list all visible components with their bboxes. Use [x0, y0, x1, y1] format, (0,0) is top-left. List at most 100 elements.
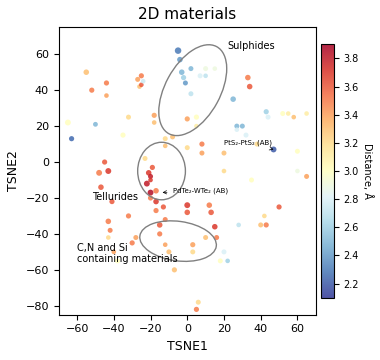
- Point: [206, 202, 212, 208]
- Point: [103, 80, 109, 86]
- Point: [83, 69, 89, 75]
- Point: [184, 116, 190, 122]
- Point: [135, 77, 141, 82]
- Point: [153, 199, 159, 204]
- Point: [304, 111, 310, 116]
- Point: [125, 114, 131, 120]
- Point: [254, 141, 260, 147]
- Point: [162, 136, 168, 141]
- Point: [162, 143, 168, 149]
- Point: [212, 66, 218, 72]
- Point: [179, 69, 185, 75]
- Title: 2D materials: 2D materials: [138, 7, 236, 22]
- Point: [217, 258, 223, 264]
- Point: [294, 168, 301, 174]
- Point: [263, 222, 269, 228]
- Point: [169, 134, 176, 140]
- Point: [147, 195, 154, 201]
- Point: [225, 258, 231, 264]
- Point: [129, 240, 135, 246]
- Point: [98, 184, 104, 190]
- Text: C,N and Si
containing materials: C,N and Si containing materials: [77, 243, 178, 265]
- Point: [280, 111, 286, 116]
- Point: [133, 235, 139, 240]
- Point: [138, 73, 144, 79]
- Point: [197, 73, 203, 79]
- Point: [149, 165, 155, 170]
- Point: [171, 267, 177, 273]
- Point: [236, 222, 242, 228]
- Point: [271, 147, 277, 152]
- Point: [247, 84, 253, 89]
- Point: [103, 93, 109, 98]
- Point: [190, 242, 196, 248]
- Point: [294, 148, 301, 154]
- Point: [65, 120, 71, 125]
- Text: PtS₂-PtS₂ (AB): PtS₂-PtS₂ (AB): [224, 139, 273, 150]
- Point: [190, 249, 196, 255]
- Point: [193, 306, 200, 312]
- Point: [162, 217, 168, 222]
- Point: [144, 181, 150, 186]
- Point: [162, 242, 168, 248]
- Point: [184, 202, 190, 208]
- Point: [157, 222, 163, 228]
- Point: [96, 170, 102, 176]
- Point: [184, 210, 190, 215]
- Point: [239, 123, 245, 129]
- Y-axis label: Distance, Å: Distance, Å: [362, 143, 373, 199]
- Point: [177, 57, 183, 63]
- Point: [175, 48, 181, 54]
- Point: [203, 73, 209, 79]
- Point: [142, 156, 148, 161]
- Point: [193, 114, 200, 120]
- Point: [114, 258, 120, 264]
- X-axis label: TSNE1: TSNE1: [167, 340, 208, 353]
- Point: [147, 174, 154, 179]
- Point: [193, 123, 200, 129]
- Point: [109, 199, 115, 204]
- Point: [151, 112, 157, 118]
- Point: [221, 249, 227, 255]
- Point: [291, 114, 297, 120]
- Point: [212, 224, 218, 230]
- Point: [151, 120, 157, 125]
- Point: [203, 66, 209, 72]
- Point: [188, 66, 194, 72]
- Point: [68, 136, 74, 141]
- Point: [92, 121, 98, 127]
- Point: [234, 127, 240, 132]
- Point: [208, 210, 214, 215]
- Point: [304, 174, 310, 179]
- Point: [285, 111, 291, 116]
- Point: [265, 114, 271, 120]
- Point: [160, 204, 166, 210]
- Point: [140, 78, 146, 84]
- Point: [111, 249, 117, 255]
- Point: [230, 96, 236, 102]
- Point: [243, 132, 249, 138]
- Point: [276, 204, 282, 210]
- Text: PdTe₂-WTe₂ (AB): PdTe₂-WTe₂ (AB): [163, 188, 228, 194]
- Point: [105, 168, 111, 174]
- Point: [107, 228, 113, 233]
- Point: [157, 231, 163, 237]
- Point: [182, 80, 188, 86]
- Text: Tellurides: Tellurides: [92, 192, 138, 202]
- Point: [261, 213, 268, 219]
- Point: [234, 123, 240, 129]
- Point: [184, 145, 190, 150]
- Point: [188, 91, 194, 96]
- Point: [203, 235, 209, 240]
- Point: [138, 82, 144, 87]
- Point: [199, 141, 205, 147]
- Point: [249, 177, 255, 183]
- Point: [221, 168, 227, 174]
- Point: [136, 84, 142, 89]
- Point: [101, 159, 108, 165]
- Point: [89, 87, 95, 93]
- Point: [105, 235, 111, 240]
- Point: [180, 75, 187, 81]
- Point: [125, 213, 131, 219]
- Y-axis label: TSNE2: TSNE2: [7, 150, 20, 192]
